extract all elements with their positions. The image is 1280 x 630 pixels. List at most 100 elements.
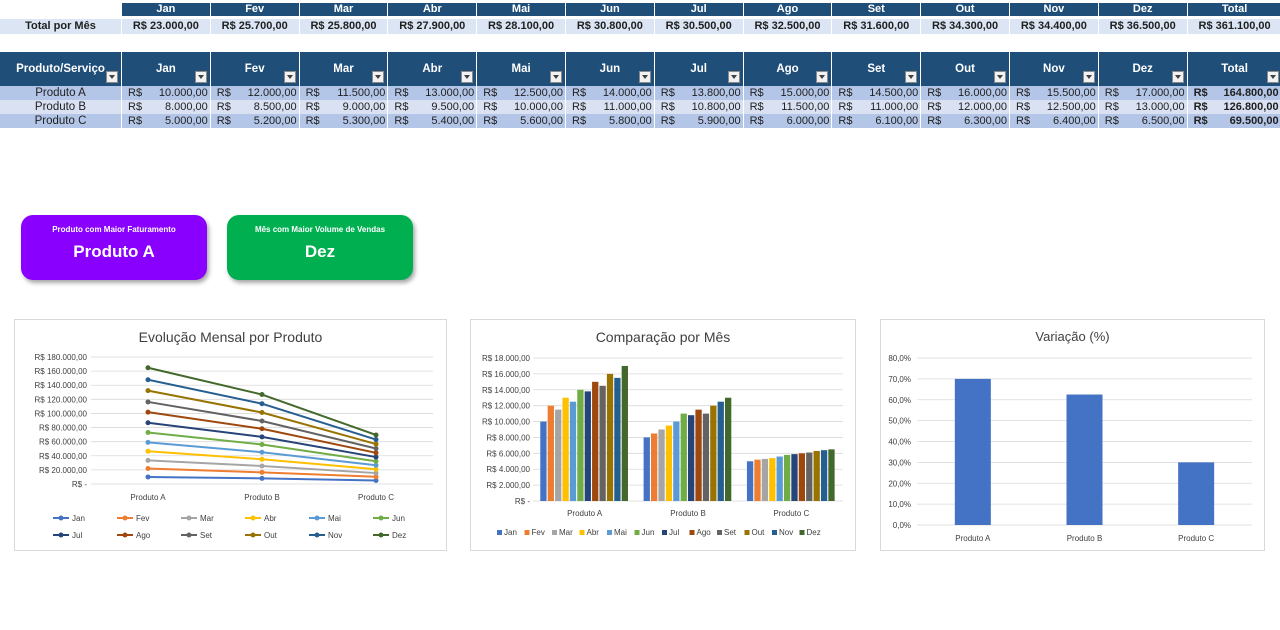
value-cell: R$ 12.500,00 bbox=[477, 86, 566, 100]
cell-amount: 8.000,00 bbox=[164, 101, 208, 113]
currency-symbol: R$ bbox=[660, 101, 675, 113]
value-cell: R$ 6.400,00 bbox=[1010, 114, 1099, 128]
table-header-cell: Out bbox=[921, 52, 1010, 86]
x-tick-label: Produto A bbox=[955, 534, 991, 543]
filter-dropdown-icon[interactable] bbox=[372, 71, 385, 83]
value-cell: R$ 17.000,00 bbox=[1099, 86, 1188, 100]
value-cell: R$ 10.000,00 bbox=[477, 100, 566, 114]
legend-swatch bbox=[689, 530, 695, 535]
bar bbox=[769, 458, 776, 501]
currency-symbol: R$ bbox=[394, 87, 409, 99]
filter-dropdown-icon[interactable] bbox=[549, 71, 562, 83]
table-header-cell: Jan bbox=[122, 52, 211, 86]
bar bbox=[791, 454, 798, 501]
table-row: Produto A R$ 10.000,00 R$ 12.000,00 R$ 11.500,… bbox=[0, 86, 1280, 100]
legend-label: Jan bbox=[504, 528, 517, 537]
currency-symbol: R$ bbox=[1016, 101, 1031, 113]
filter-dropdown-icon[interactable] bbox=[1082, 71, 1095, 83]
data-point bbox=[259, 469, 265, 475]
legend-label: Dez bbox=[807, 528, 821, 537]
data-point bbox=[145, 429, 151, 435]
legend-label: Jun bbox=[392, 514, 405, 523]
value-cell: R$ 13.800,00 bbox=[655, 86, 744, 100]
row-total-amount: 69.500,00 bbox=[1229, 115, 1279, 127]
cell-amount: 6.400,00 bbox=[1052, 115, 1096, 127]
bar bbox=[592, 381, 599, 501]
currency-symbol: R$ bbox=[1193, 115, 1208, 127]
data-point bbox=[373, 441, 379, 447]
value-cell: R$ 11.500,00 bbox=[300, 86, 389, 100]
y-tick-label: 70,0% bbox=[888, 375, 911, 384]
filter-dropdown-icon[interactable] bbox=[461, 71, 474, 83]
summary-month-value: R$ 36.500,00 bbox=[1098, 19, 1188, 34]
cell-amount: 10.000,00 bbox=[514, 101, 563, 113]
variation-chart-panel[interactable]: Variação (%) 0,0% 10,0% 20,0% 30,0% 40,0% 50,… bbox=[880, 319, 1265, 551]
filter-dropdown-icon[interactable] bbox=[1171, 71, 1184, 83]
currency-symbol: R$ bbox=[1193, 101, 1208, 113]
filter-dropdown-icon[interactable] bbox=[1266, 71, 1279, 83]
filter-dropdown-icon[interactable] bbox=[638, 71, 651, 83]
currency-symbol: R$ bbox=[572, 101, 587, 113]
line-chart-panel[interactable]: Evolução Mensal por Produto R$ - R$ 20.00… bbox=[14, 319, 447, 551]
filter-dropdown-icon[interactable] bbox=[816, 71, 829, 83]
value-cell: R$ 5.600,00 bbox=[477, 114, 566, 128]
cell-amount: 10.000,00 bbox=[158, 87, 208, 99]
cell-amount: 5.300,00 bbox=[342, 115, 386, 127]
filter-dropdown-icon[interactable] bbox=[727, 71, 740, 83]
currency-symbol: R$ bbox=[749, 101, 764, 113]
y-tick-label: R$ 140.000,00 bbox=[35, 381, 88, 390]
summary-month-value: R$ 25.700,00 bbox=[210, 19, 300, 34]
cell-amount: 13.000,00 bbox=[1135, 101, 1185, 113]
variation-chart-title: Variação (%) bbox=[1035, 329, 1110, 344]
bar bbox=[643, 437, 650, 501]
x-tick-label: Produto C bbox=[1178, 534, 1214, 543]
cell-amount: 13.800,00 bbox=[691, 87, 741, 99]
bar-chart: R$ - R$ 2.000,00 R$ 4.000,00 R$ 6.000,00 R$ … bbox=[482, 354, 843, 537]
filter-dropdown-icon[interactable] bbox=[283, 71, 296, 83]
y-tick-label: R$ 100.000,00 bbox=[35, 409, 88, 418]
currency-symbol: R$ bbox=[305, 115, 320, 127]
bar bbox=[798, 453, 806, 501]
table-header-cell: Mar bbox=[299, 52, 389, 86]
cell-amount: 11.000,00 bbox=[870, 101, 919, 113]
currency-symbol: R$ bbox=[1104, 101, 1119, 113]
bar bbox=[783, 454, 791, 501]
cell-amount: 5.600,00 bbox=[520, 115, 563, 127]
product-name-cell: Produto C bbox=[0, 114, 122, 128]
bar bbox=[651, 433, 658, 501]
bar bbox=[776, 456, 783, 501]
data-point bbox=[145, 399, 151, 405]
cell-amount: 14.500,00 bbox=[869, 87, 919, 99]
currency-symbol: R$ bbox=[305, 87, 320, 99]
summary-month-value: R$ 361.100,00 bbox=[1187, 19, 1280, 34]
table-header-label: Total bbox=[1221, 63, 1248, 75]
filter-dropdown-icon[interactable] bbox=[106, 71, 118, 83]
cell-amount: 15.500,00 bbox=[1046, 87, 1096, 99]
summary-month-header: Abr bbox=[388, 3, 478, 16]
filter-dropdown-icon[interactable] bbox=[194, 71, 207, 83]
filter-dropdown-icon[interactable] bbox=[905, 71, 918, 83]
y-tick-label: R$ 16.000,00 bbox=[482, 370, 531, 379]
legend-marker bbox=[122, 532, 128, 538]
bar-chart-panel[interactable]: Comparação por Mês R$ - R$ 2.000,00 R$ 4.0… bbox=[470, 319, 856, 551]
legend-label: Jan bbox=[72, 514, 85, 523]
filter-dropdown-icon[interactable] bbox=[993, 71, 1006, 83]
legend-marker bbox=[314, 532, 320, 538]
bar bbox=[599, 385, 606, 501]
legend-marker bbox=[378, 532, 384, 538]
data-point bbox=[259, 392, 265, 398]
line-chart: R$ - R$ 20.000,00 R$ 40.000,00 R$ 60.000,00… bbox=[35, 353, 433, 540]
row-total-amount: 164.800,00 bbox=[1223, 87, 1279, 99]
y-tick-label: 20,0% bbox=[888, 479, 911, 488]
data-point bbox=[259, 434, 265, 440]
bar bbox=[555, 409, 562, 501]
y-tick-label: R$ 4.000,00 bbox=[486, 465, 530, 474]
data-point bbox=[373, 446, 379, 452]
data-point bbox=[259, 426, 265, 432]
value-cell: R$ 6.300,00 bbox=[921, 114, 1010, 128]
legend-label: Jul bbox=[669, 528, 679, 537]
bar bbox=[547, 405, 554, 501]
currency-symbol: R$ bbox=[838, 87, 853, 99]
legend-swatch bbox=[772, 530, 777, 535]
product-name-cell: Produto B bbox=[0, 100, 122, 114]
